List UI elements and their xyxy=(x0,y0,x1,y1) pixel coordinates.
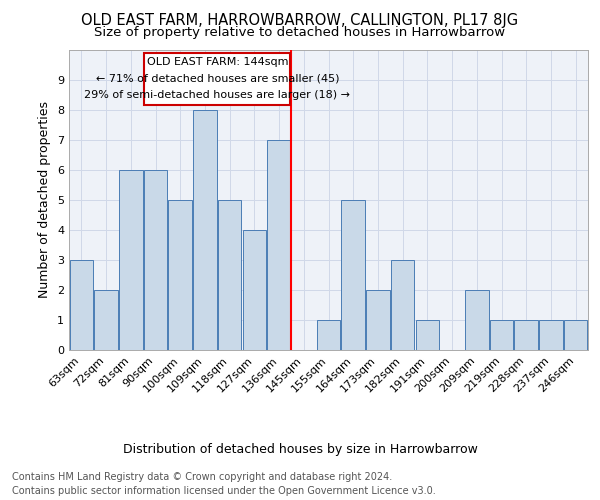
Bar xyxy=(268,140,291,350)
Text: Distribution of detached houses by size in Harrowbarrow: Distribution of detached houses by size … xyxy=(122,442,478,456)
Bar xyxy=(465,290,488,350)
FancyBboxPatch shape xyxy=(145,53,290,104)
Bar xyxy=(218,200,241,350)
Bar xyxy=(391,260,415,350)
Text: Contains HM Land Registry data © Crown copyright and database right 2024.: Contains HM Land Registry data © Crown c… xyxy=(12,472,392,482)
Bar xyxy=(169,200,192,350)
Bar xyxy=(242,230,266,350)
Bar xyxy=(564,320,587,350)
Text: 29% of semi-detached houses are larger (18) →: 29% of semi-detached houses are larger (… xyxy=(84,90,350,100)
Bar xyxy=(341,200,365,350)
Bar xyxy=(119,170,143,350)
Bar xyxy=(193,110,217,350)
Text: OLD EAST FARM: 144sqm: OLD EAST FARM: 144sqm xyxy=(146,56,288,66)
Y-axis label: Number of detached properties: Number of detached properties xyxy=(38,102,52,298)
Bar xyxy=(70,260,93,350)
Text: Size of property relative to detached houses in Harrowbarrow: Size of property relative to detached ho… xyxy=(94,26,506,39)
Bar xyxy=(94,290,118,350)
Bar xyxy=(366,290,389,350)
Text: Contains public sector information licensed under the Open Government Licence v3: Contains public sector information licen… xyxy=(12,486,436,496)
Bar xyxy=(514,320,538,350)
Text: ← 71% of detached houses are smaller (45): ← 71% of detached houses are smaller (45… xyxy=(95,74,339,84)
Bar xyxy=(144,170,167,350)
Bar xyxy=(416,320,439,350)
Text: OLD EAST FARM, HARROWBARROW, CALLINGTON, PL17 8JG: OLD EAST FARM, HARROWBARROW, CALLINGTON,… xyxy=(82,12,518,28)
Bar xyxy=(490,320,513,350)
Bar xyxy=(317,320,340,350)
Bar xyxy=(539,320,563,350)
